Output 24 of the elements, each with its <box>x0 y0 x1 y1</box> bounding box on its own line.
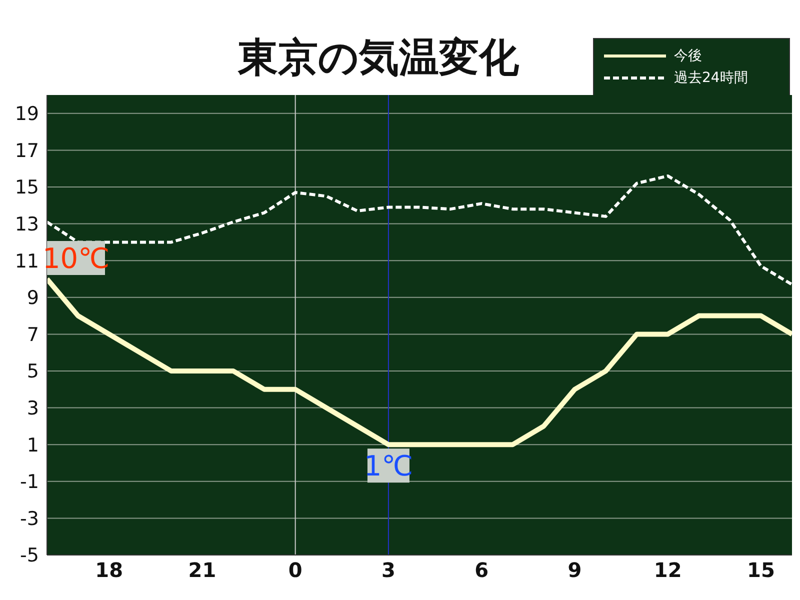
x-tick-label: 0 <box>288 558 302 582</box>
y-tick-label: 9 <box>26 287 39 310</box>
y-tick-label: 17 <box>14 140 39 162</box>
x-tick-label: 21 <box>188 558 216 582</box>
x-tick-label: 12 <box>654 558 682 582</box>
x-tick-label: 9 <box>568 558 582 582</box>
x-tick-label: 18 <box>95 558 124 582</box>
legend-label: 過去24時間 <box>674 69 748 88</box>
y-tick-label: 11 <box>14 250 39 272</box>
x-tick-label: 3 <box>381 558 396 582</box>
y-tick-label: -3 <box>20 508 39 530</box>
x-tick-label: 15 <box>747 558 775 582</box>
y-tick-label: 15 <box>14 176 39 199</box>
y-tick-label: 3 <box>26 398 39 420</box>
y-tick-label: 7 <box>26 324 39 346</box>
x-tick-label: 6 <box>474 558 489 582</box>
y-tick-label: 19 <box>14 103 39 126</box>
legend-label: 今後 <box>674 47 702 66</box>
y-tick-label: -1 <box>20 471 39 494</box>
y-tick-label: -5 <box>20 544 39 567</box>
y-tick-label: 1 <box>26 434 39 456</box>
y-tick-label: 13 <box>14 214 39 236</box>
chart-title: 東京の気温変化 <box>238 34 519 83</box>
y-tick-label: 5 <box>26 360 39 383</box>
